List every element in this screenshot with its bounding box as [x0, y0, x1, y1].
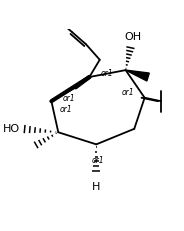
Text: or1: or1 — [60, 105, 73, 114]
Text: or1: or1 — [92, 156, 105, 165]
Polygon shape — [126, 71, 149, 82]
Text: H: H — [92, 181, 100, 191]
Text: or1: or1 — [63, 94, 75, 103]
Text: or1: or1 — [101, 69, 113, 78]
Text: OH: OH — [124, 32, 141, 42]
Text: or1: or1 — [121, 88, 134, 97]
Text: HO: HO — [3, 123, 20, 133]
